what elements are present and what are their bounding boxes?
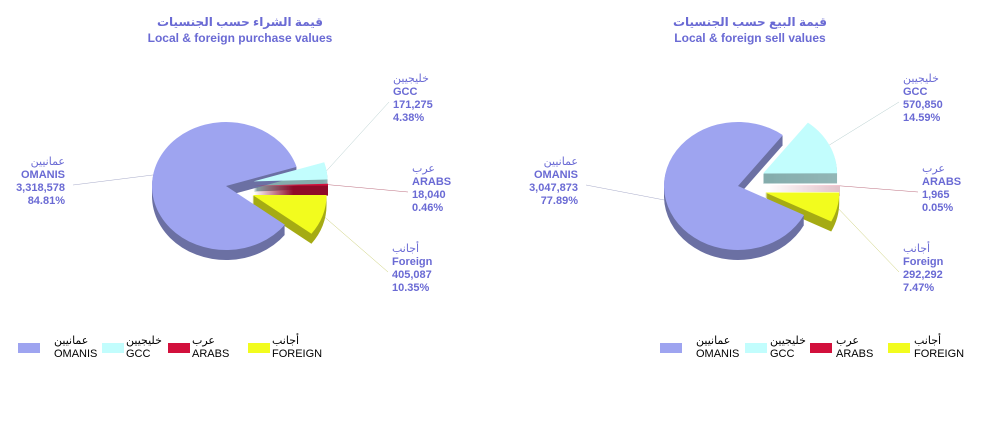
slice-label-ar: خليجيين xyxy=(393,73,429,85)
legend-swatch xyxy=(168,343,190,353)
legend-swatch xyxy=(745,343,767,353)
legend-swatch xyxy=(660,343,682,353)
legend-label-ar: عمانيين xyxy=(54,335,88,347)
legend-swatch xyxy=(810,343,832,353)
slice-label: GCC xyxy=(903,86,928,98)
legend-label: FOREIGN xyxy=(914,348,964,360)
slice-label: Foreign xyxy=(903,256,944,268)
slice-label: OMANIS xyxy=(534,169,578,181)
slice-label: GCC xyxy=(393,86,418,98)
slice-value: 171,275 xyxy=(393,99,433,111)
slice-label: Foreign xyxy=(392,256,433,268)
slice-percent: 77.89% xyxy=(541,195,579,207)
leader-line xyxy=(326,101,390,171)
slice-label: ARABS xyxy=(412,176,451,188)
legend-swatch xyxy=(888,343,910,353)
legend-swatch xyxy=(102,343,124,353)
slice xyxy=(253,162,328,182)
slice-value: 18,040 xyxy=(412,189,446,201)
legend-label: GCC xyxy=(770,348,795,360)
leader-line xyxy=(839,185,919,193)
slice xyxy=(253,183,328,186)
slice-label-ar: عرب xyxy=(922,163,945,175)
slice-side xyxy=(253,184,328,196)
legend-label-ar: عرب xyxy=(836,335,859,347)
chart-subtitle: Local & foreign purchase values xyxy=(148,31,333,45)
slice-value: 570,850 xyxy=(903,99,943,111)
slice-label-ar: خليجيين xyxy=(903,73,939,85)
legend-label-ar: عمانيين xyxy=(696,335,730,347)
legend-label-ar: خليجيين xyxy=(770,335,806,347)
leader-line xyxy=(72,174,154,186)
slice xyxy=(765,192,840,222)
legend-label: ARABS xyxy=(192,348,229,360)
legend-label-ar: أجانب xyxy=(914,333,941,347)
slice-percent: 14.59% xyxy=(903,112,941,124)
legend-label: OMANIS xyxy=(696,348,739,360)
slice xyxy=(664,121,804,250)
leader-line xyxy=(829,101,900,146)
legend-swatch xyxy=(18,343,40,353)
slice-value: 3,047,873 xyxy=(529,182,578,194)
slice-label: ARABS xyxy=(922,176,961,188)
slice xyxy=(252,194,327,234)
slice-value: 1,965 xyxy=(922,189,950,201)
chart-subtitle: Local & foreign sell values xyxy=(674,31,826,45)
slice-label: OMANIS xyxy=(21,169,65,181)
slice-label-ar: أجانب xyxy=(903,241,930,255)
slice xyxy=(763,122,838,174)
slice-value: 3,318,578 xyxy=(16,182,65,194)
chart-title: قيمة الشراء حسب الجنسيات xyxy=(157,15,323,29)
leader-line xyxy=(585,184,666,201)
leader-line xyxy=(322,215,389,273)
legend-swatch xyxy=(248,343,270,353)
legend-label-ar: عرب xyxy=(192,335,215,347)
slice-percent: 4.38% xyxy=(393,112,424,124)
leader-line xyxy=(837,207,900,273)
legend-label: ARABS xyxy=(836,348,873,360)
legend-label-ar: أجانب xyxy=(272,333,299,347)
slice-label-ar: عرب xyxy=(412,163,435,175)
slice-percent: 0.05% xyxy=(922,202,953,214)
slice-percent: 84.81% xyxy=(28,195,66,207)
chart-title: قيمة البيع حسب الجنسيات xyxy=(673,15,827,29)
slice-label-ar: أجانب xyxy=(392,241,419,255)
slice-percent: 10.35% xyxy=(392,282,430,294)
legend-label: FOREIGN xyxy=(272,348,322,360)
slice-percent: 7.47% xyxy=(903,282,934,294)
legend-label-ar: خليجيين xyxy=(126,335,162,347)
slice-percent: 0.46% xyxy=(412,202,443,214)
legend-label: OMANIS xyxy=(54,348,97,360)
slice xyxy=(151,121,297,251)
slice-label-ar: عمانيين xyxy=(31,156,65,168)
slice-value: 405,087 xyxy=(392,269,432,281)
slice-label-ar: عمانيين xyxy=(544,156,578,168)
slice-value: 292,292 xyxy=(903,269,943,281)
legend-label: GCC xyxy=(126,348,151,360)
leader-line xyxy=(327,184,409,193)
